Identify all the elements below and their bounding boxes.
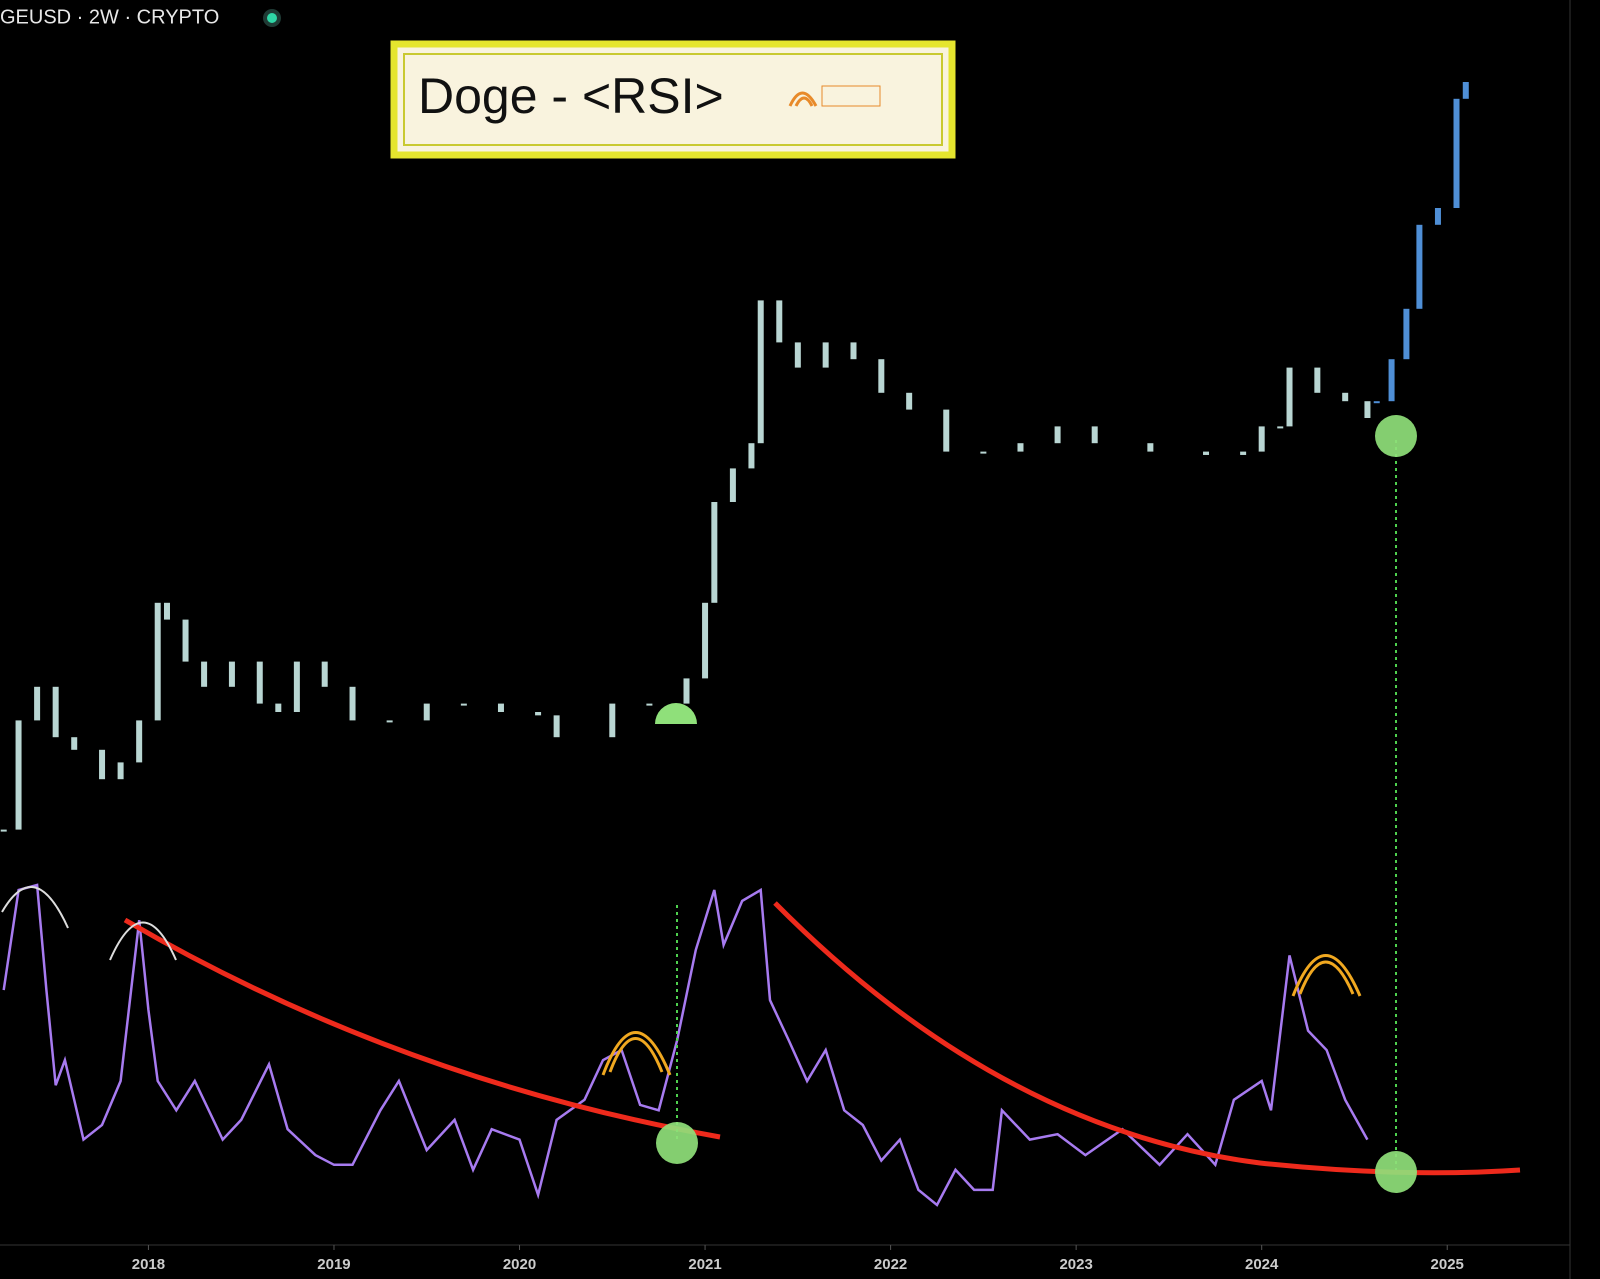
candle	[1388, 359, 1395, 402]
chart-title: Doge - <RSI>	[418, 68, 724, 124]
candle	[52, 686, 59, 738]
candle	[553, 715, 560, 738]
candle	[1277, 426, 1284, 429]
candle	[1434, 208, 1441, 225]
title-box	[390, 40, 956, 159]
candle	[1203, 451, 1210, 455]
logo-badge	[821, 85, 881, 107]
candle	[1462, 82, 1469, 99]
candle	[99, 749, 106, 780]
peak-arc	[601, 1031, 672, 1076]
candle	[1286, 367, 1293, 427]
candle	[850, 342, 857, 360]
candle	[386, 720, 393, 723]
candle	[0, 829, 7, 832]
candle	[1364, 401, 1371, 418]
signal-dot	[1375, 415, 1417, 457]
candle	[609, 703, 616, 738]
trend-curve	[123, 917, 721, 1140]
candle	[1453, 98, 1460, 208]
x-tick-label: 2021	[688, 1256, 721, 1273]
candle	[1373, 401, 1380, 404]
x-tick-label: 2019	[317, 1256, 350, 1273]
candle	[646, 703, 653, 706]
peak-arc	[1, 886, 69, 929]
peak-arc	[109, 921, 177, 961]
x-tick-label: 2024	[1245, 1256, 1279, 1273]
candle	[1054, 426, 1061, 444]
candle	[980, 451, 987, 454]
candle	[117, 762, 124, 780]
x-tick-label: 2020	[503, 1256, 536, 1273]
x-tick-label: 2022	[874, 1256, 907, 1273]
candle	[1416, 224, 1423, 309]
title-box-inner	[403, 53, 943, 146]
candle	[136, 720, 143, 763]
status-dot	[267, 13, 277, 23]
symbol-header: GEUSD · 2W · CRYPTO	[0, 6, 219, 28]
trend-curve	[773, 901, 1521, 1176]
x-tick-label: 2025	[1431, 1256, 1464, 1273]
candle	[182, 619, 189, 662]
candle	[683, 678, 690, 704]
candle	[154, 602, 161, 721]
candle	[275, 703, 282, 712]
candle	[256, 661, 263, 704]
candle	[71, 737, 78, 750]
candle	[535, 712, 542, 716]
candle	[906, 392, 913, 410]
candle	[794, 342, 801, 368]
candle	[163, 602, 170, 620]
signal-dot	[656, 1122, 698, 1164]
candle	[321, 661, 328, 687]
candle	[349, 686, 356, 721]
candle	[878, 359, 885, 393]
candle	[1240, 451, 1247, 455]
candle	[729, 468, 736, 502]
x-tick-label: 2018	[132, 1256, 165, 1273]
candle	[1403, 308, 1410, 360]
logo-icon	[788, 91, 818, 107]
candle	[34, 686, 41, 721]
candle	[1258, 426, 1265, 452]
signal-dot	[1375, 1151, 1417, 1193]
candle	[1342, 392, 1349, 402]
candle	[1314, 367, 1321, 393]
candle	[702, 602, 709, 679]
candle	[423, 703, 430, 721]
candle	[711, 502, 718, 603]
candle	[748, 443, 755, 469]
candle	[1017, 443, 1024, 452]
candle	[943, 409, 950, 452]
signal-dot	[655, 703, 697, 724]
candle	[822, 342, 829, 368]
candle	[776, 300, 783, 343]
candle	[757, 300, 764, 444]
candle	[1147, 443, 1154, 452]
candle	[201, 661, 208, 687]
candle	[15, 720, 22, 830]
peak-arc	[1291, 954, 1362, 997]
rsi-line	[2, 883, 1369, 1207]
candle	[1091, 426, 1098, 444]
candle	[228, 661, 235, 687]
candle	[293, 661, 300, 712]
candle	[460, 703, 467, 706]
candle	[497, 703, 504, 712]
marks: 2018 2019 2020 2021 2022 2023 2024 2025	[0, 82, 1469, 1273]
x-tick-label: 2023	[1059, 1256, 1092, 1273]
